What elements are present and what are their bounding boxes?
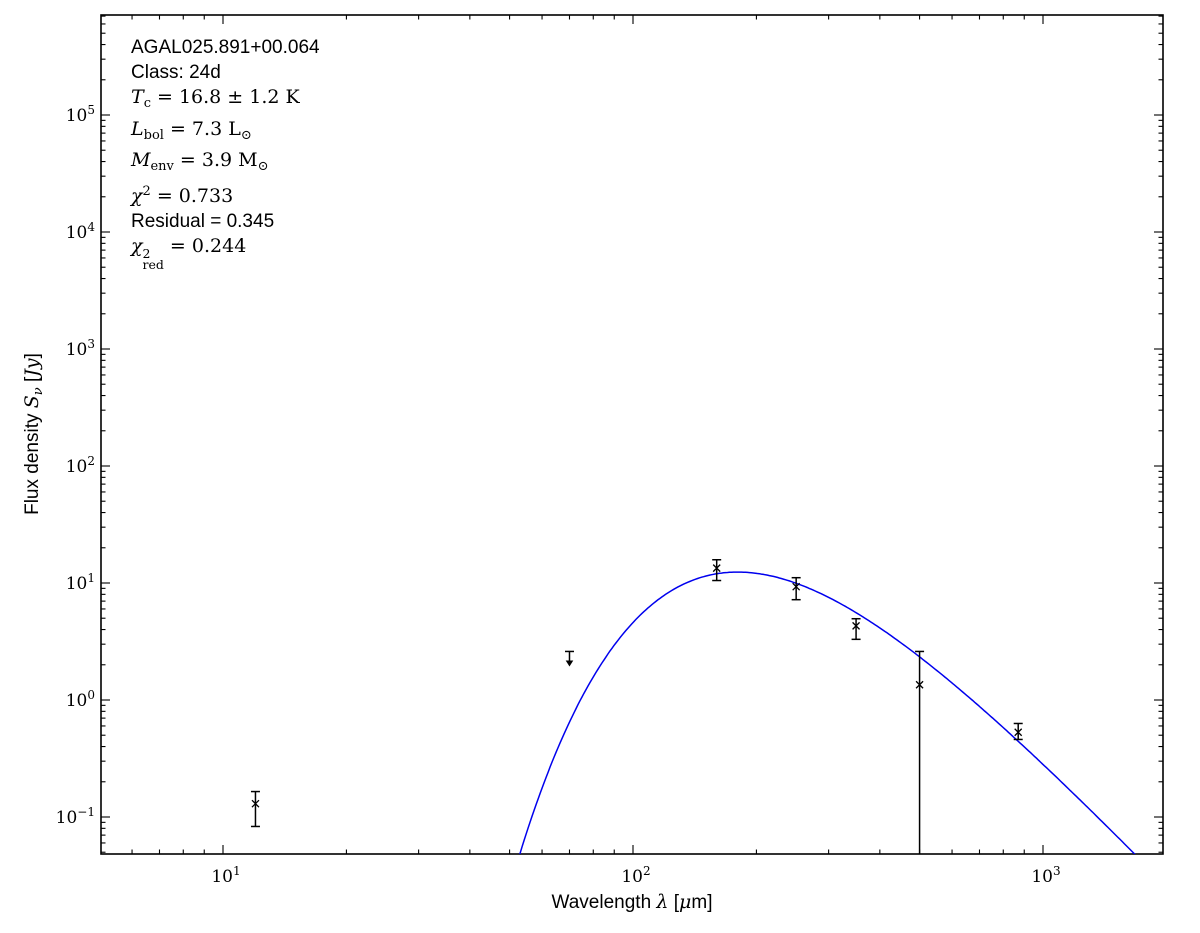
fit-parameters-annotation: AGAL025.891+00.064 Class: 24d Tc = 16.8 ± …	[131, 36, 320, 270]
tick-label: 103	[66, 337, 95, 360]
data-point	[791, 576, 801, 601]
tick-label: 10−1	[56, 805, 95, 828]
annotation-line: χ 2 red = 0.244	[131, 235, 247, 272]
x-marker-icon	[1014, 728, 1023, 737]
y-tick-labels: 10−1 100 101 102 103 104 105	[56, 103, 96, 828]
y-axis-label: Flux density Sν [Jy]	[21, 353, 46, 515]
tick-label: 101	[211, 864, 240, 887]
annotation-line: Residual = 0.345	[131, 210, 275, 232]
annotation-line: AGAL025.891+00.064	[131, 37, 320, 58]
tick-label: 103	[1031, 864, 1060, 887]
x-marker-icon	[251, 799, 260, 808]
annotation-line: Lbol = 7.3 L⊙	[131, 117, 252, 143]
data-point	[250, 790, 260, 828]
annotation-line: Class: 24d	[131, 61, 221, 83]
data-points	[250, 559, 1023, 854]
tick-label: 105	[66, 103, 95, 126]
down-arrow-icon	[565, 660, 574, 667]
tick-label: 101	[66, 571, 95, 594]
x-marker-icon	[915, 680, 924, 689]
tick-label: 102	[621, 864, 650, 887]
annotation-line: χ2 = 0.733	[131, 183, 234, 207]
x-axis-label: Wavelength λ [μm]	[552, 891, 713, 913]
x-marker-icon	[712, 564, 721, 573]
x-tick-labels: 101 102 103	[211, 864, 1060, 887]
data-point	[915, 650, 925, 854]
tick-label: 104	[66, 220, 96, 243]
x-marker-icon	[852, 621, 861, 630]
fit-curve	[519, 571, 1136, 854]
data-point	[712, 559, 722, 582]
annotation-line: Tc = 16.8 ± 1.2 K	[131, 86, 300, 112]
annotation-line: Menv = 3.9 M⊙	[131, 149, 269, 175]
upper-limit-point	[564, 650, 574, 667]
plot-frame	[100, 14, 1164, 855]
tick-label: 102	[66, 454, 95, 477]
x-marker-icon	[792, 582, 801, 591]
tick-label: 100	[66, 688, 95, 711]
data-point	[851, 617, 861, 641]
data-point	[1013, 722, 1023, 741]
